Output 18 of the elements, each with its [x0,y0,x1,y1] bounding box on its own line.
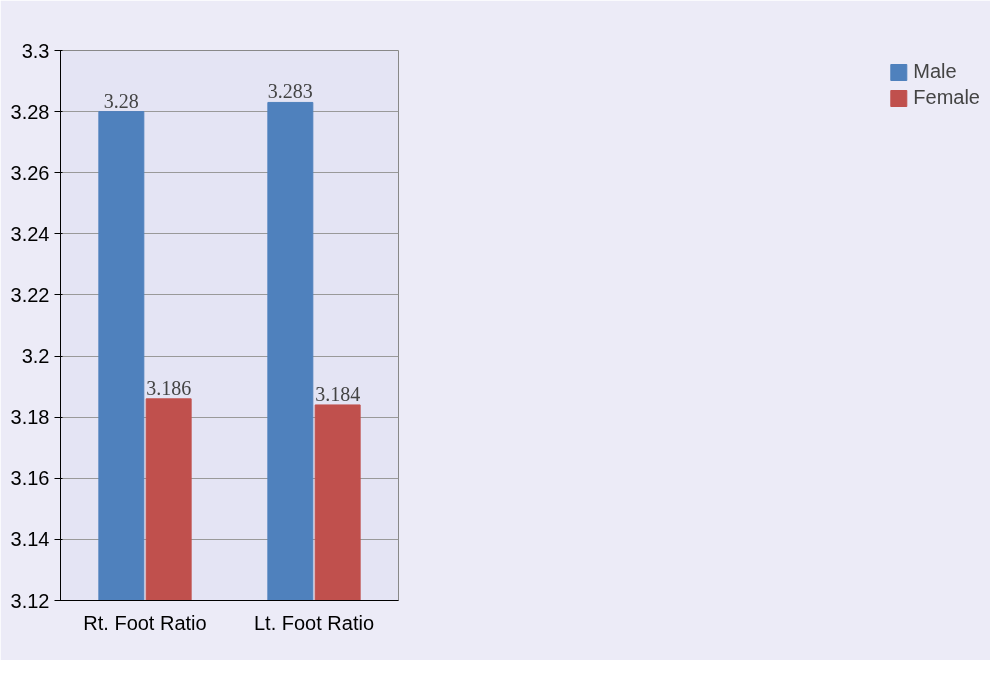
y-tick-label: 3.16 [10,467,50,490]
legend-label: Female [913,86,980,109]
x-tick-label: Rt. Foot Ratio [83,611,207,634]
data-label: 3.28 [103,89,139,112]
data-label: 3.283 [267,80,313,103]
y-tick-label: 3.26 [10,161,50,184]
x-tick-label: Lt. Foot Ratio [253,611,375,634]
legend-label: Male [913,60,957,83]
data-label: 3.184 [315,382,361,405]
y-tick-label: 3.14 [10,528,50,551]
y-tick-label: 3.28 [10,100,50,123]
y-tick-label: 3.24 [10,222,50,245]
y-tick-label: 3.12 [10,589,50,612]
data-label: 3.186 [146,376,192,399]
y-tick-label: 3.3 [21,39,50,62]
y-tick-label: 3.2 [21,345,50,368]
y-tick-label: 3.18 [10,406,50,429]
y-tick-label: 3.22 [10,283,50,306]
